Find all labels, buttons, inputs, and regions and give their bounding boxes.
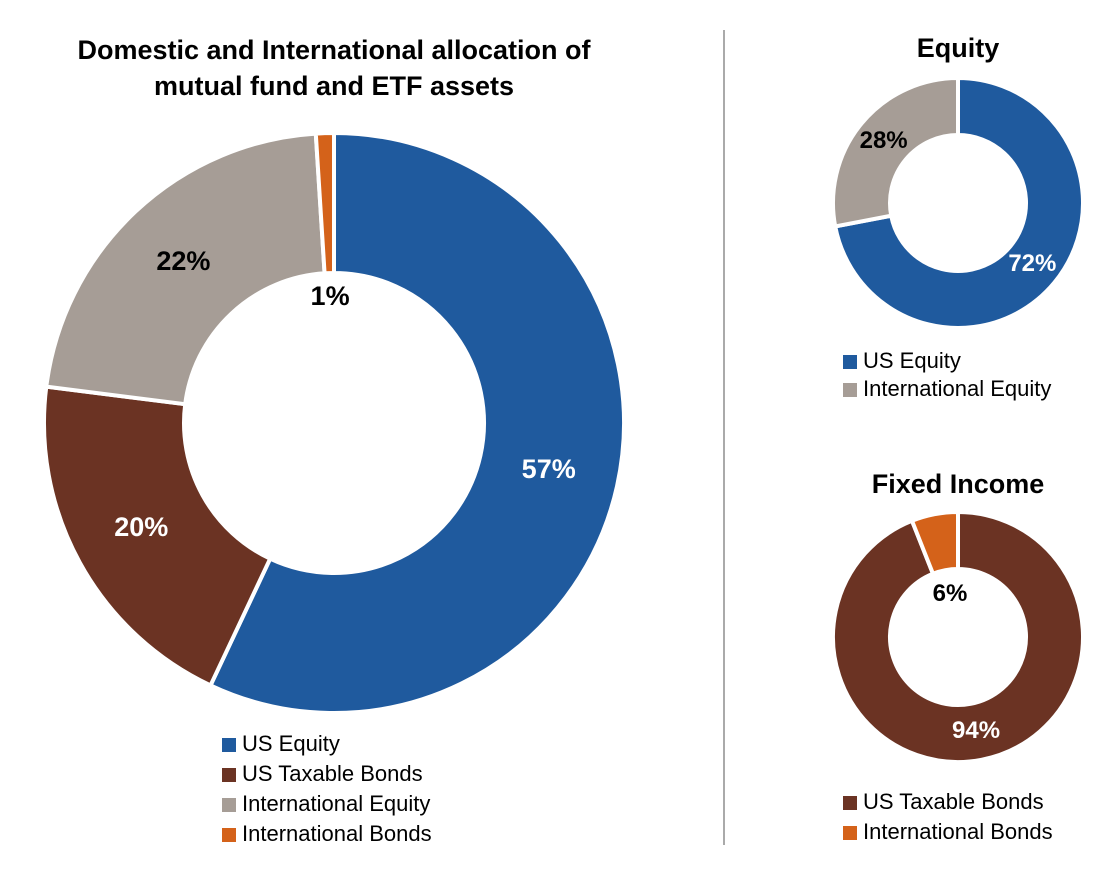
legend-label: US Equity (242, 731, 340, 756)
legend-swatch (843, 355, 857, 369)
donut-slice (831, 509, 1085, 764)
donut-slice (313, 130, 336, 276)
legend-label: US Taxable Bonds (242, 761, 423, 786)
legend-swatch (222, 768, 236, 782)
data-label: 22% (156, 246, 210, 276)
legend-swatch (843, 826, 857, 840)
legend-label: International Equity (863, 376, 1051, 401)
data-label: 1% (311, 281, 350, 311)
donut-slice (831, 75, 960, 229)
data-label: 57% (522, 454, 576, 484)
legend-swatch (843, 383, 857, 397)
legend-swatch (222, 798, 236, 812)
legend-label: International Equity (242, 791, 430, 816)
donut-slice (909, 509, 960, 577)
legend-label: US Equity (863, 348, 961, 373)
chart-title: Equity (916, 33, 1000, 63)
legend-label: International Bonds (242, 821, 432, 846)
chart-title: Fixed Income (871, 469, 1045, 499)
legend-label: US Taxable Bonds (863, 789, 1044, 814)
donut-slice (207, 130, 626, 715)
donut-slice (832, 75, 1085, 330)
data-label: 72% (1008, 250, 1056, 277)
legend-swatch (222, 738, 236, 752)
data-label: 6% (933, 580, 968, 607)
legend-swatch (843, 796, 857, 810)
data-label: 20% (114, 512, 168, 542)
data-label: 28% (860, 127, 908, 154)
data-label: 94% (952, 717, 1000, 744)
legend-swatch (222, 828, 236, 842)
chart-title: Domestic and International allocation of… (77, 35, 591, 101)
legend-label: International Bonds (863, 819, 1053, 844)
donut-slice (44, 131, 327, 407)
donut-slice (42, 384, 273, 689)
